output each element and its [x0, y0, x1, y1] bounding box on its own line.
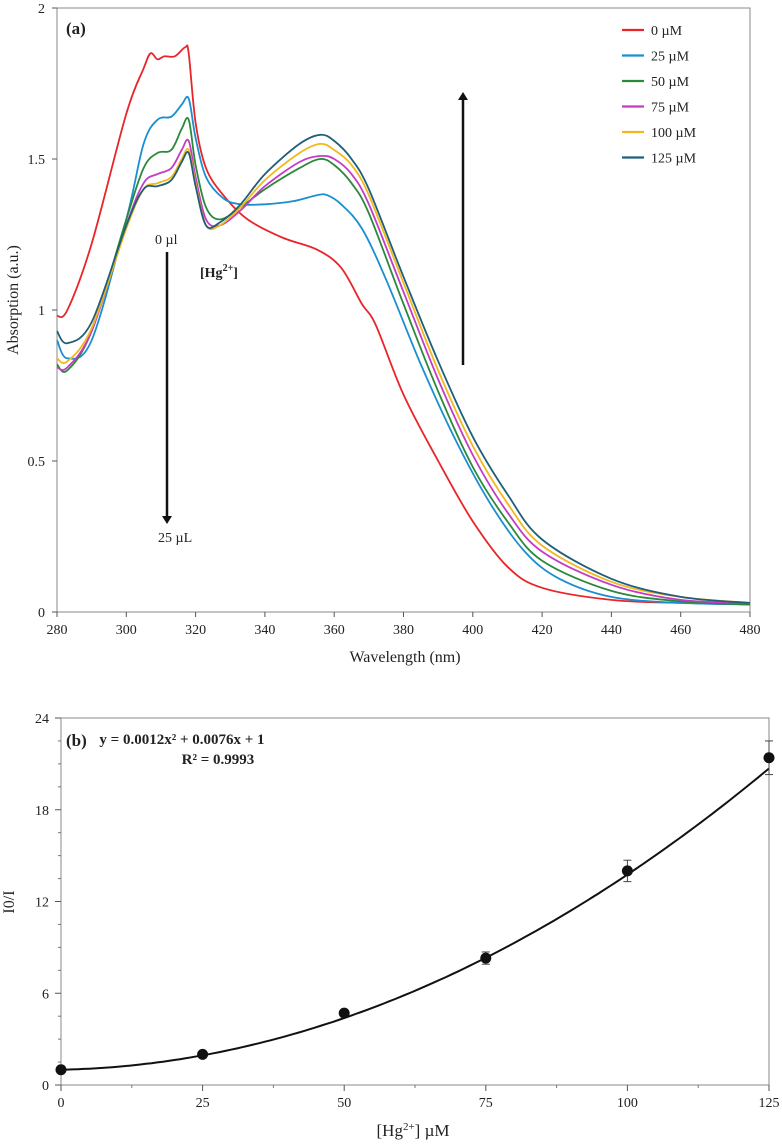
- annotation-hg-ion: [Hg2+]: [200, 263, 238, 281]
- x-tick-label-a: 280: [47, 623, 68, 638]
- data-point: [55, 1064, 67, 1076]
- data-point: [621, 865, 633, 877]
- legend-label-5: 125 µM: [651, 152, 697, 167]
- series-line-2: [56, 116, 751, 606]
- legend-label-2: 50 µM: [651, 75, 690, 90]
- annotation-25ul: 25 µL: [158, 531, 192, 546]
- fit-curve: [60, 767, 770, 1071]
- y-tick-label-a: 1.5: [28, 153, 46, 168]
- panel-b-calibration-chart: 0 25 50 75 100 125 0 6 12 18 24 (b) y = 0.0012x² +…: [1, 712, 780, 1140]
- y-tick-label-b: 24: [35, 712, 49, 727]
- x-tick-label-b: 25: [196, 1096, 210, 1111]
- data-point: [480, 952, 492, 964]
- x-tick-label-b: 100: [617, 1096, 638, 1111]
- x-axis-label-a: Wavelength (nm): [349, 649, 460, 666]
- series-line-1: [56, 95, 751, 606]
- series-line-3: [56, 138, 751, 604]
- x-tick-label-a: 380: [393, 623, 414, 638]
- x-tick-label-b: 0: [58, 1096, 65, 1111]
- x-tick-label-a: 420: [532, 623, 553, 638]
- x-tick-label-a: 400: [462, 623, 483, 638]
- y-axis-label-a: Absorption (a.u.): [5, 245, 22, 355]
- legend-a: 0 µM 25 µM 50 µM 75 µM 100 µM 125 µM: [622, 24, 697, 167]
- data-point: [197, 1048, 209, 1060]
- y-tick-label-b: 0: [42, 1079, 49, 1094]
- plot-frame-a: [56, 7, 751, 613]
- y-tick-label-b: 6: [42, 987, 49, 1002]
- legend-label-3: 75 µM: [651, 101, 690, 116]
- series-line-5: [56, 133, 751, 604]
- y-tick-label-a: 2: [38, 2, 45, 17]
- panel-label-b: (b): [66, 731, 87, 750]
- panel-a-absorption-chart: 280 300 320 340 360 380 400 420 440 460 480 0 0.5 1 1.…: [5, 2, 761, 666]
- y-tick-label-a: 0: [38, 606, 45, 621]
- legend-label-4: 100 µM: [651, 126, 697, 141]
- x-axis-label-b: [Hg2+] µM: [377, 1121, 450, 1140]
- plot-frame-b: [60, 717, 770, 1086]
- x-tick-label-a: 360: [324, 623, 345, 638]
- y-tick-label-a: 0.5: [28, 455, 46, 470]
- fit-r-squared: R² = 0.9993: [182, 752, 255, 768]
- x-tick-label-b: 125: [759, 1096, 780, 1111]
- annotation-0ul: 0 µl: [155, 233, 178, 248]
- series-line-0: [56, 44, 751, 606]
- legend-label-0: 0 µM: [651, 24, 683, 39]
- y-tick-label-b: 12: [35, 896, 49, 911]
- x-tick-label-a: 440: [601, 623, 622, 638]
- y-tick-label-a: 1: [38, 304, 45, 319]
- y-axis-label-b: I0/I: [1, 890, 18, 913]
- x-tick-label-b: 50: [337, 1096, 351, 1111]
- legend-label-1: 25 µM: [651, 50, 690, 65]
- data-point: [763, 752, 775, 764]
- x-tick-label-a: 480: [740, 623, 761, 638]
- x-tick-label-a: 340: [254, 623, 275, 638]
- panel-label-a: (a): [66, 19, 86, 38]
- x-tick-label-a: 300: [116, 623, 137, 638]
- x-tick-label-a: 460: [670, 623, 691, 638]
- fit-equation: y = 0.0012x² + 0.0076x + 1: [99, 732, 264, 748]
- y-tick-label-b: 18: [35, 804, 49, 819]
- x-tick-label-a: 320: [185, 623, 206, 638]
- x-tick-label-b: 75: [479, 1096, 493, 1111]
- data-point: [338, 1007, 350, 1019]
